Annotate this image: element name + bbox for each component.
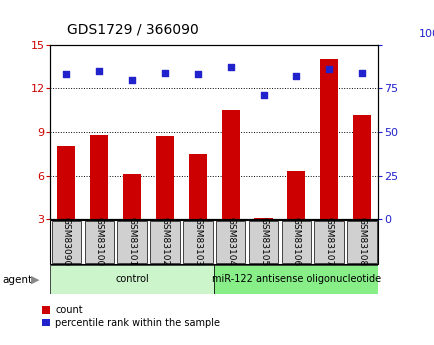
- Text: 100%: 100%: [418, 29, 434, 39]
- Text: GDS1729 / 366090: GDS1729 / 366090: [67, 22, 199, 36]
- Bar: [319, 59, 338, 219]
- Bar: [188, 154, 207, 219]
- FancyBboxPatch shape: [215, 221, 245, 263]
- FancyBboxPatch shape: [314, 221, 343, 263]
- Point: [128, 77, 135, 82]
- FancyBboxPatch shape: [150, 221, 179, 263]
- FancyBboxPatch shape: [50, 265, 214, 294]
- Text: GSM83090: GSM83090: [62, 217, 71, 266]
- Text: control: control: [115, 274, 149, 284]
- Text: agent: agent: [2, 275, 32, 285]
- Text: GSM83108: GSM83108: [357, 217, 366, 266]
- Text: GSM83105: GSM83105: [258, 217, 267, 266]
- Bar: [57, 147, 76, 219]
- FancyBboxPatch shape: [346, 221, 376, 263]
- Point: [325, 67, 332, 72]
- Text: miR-122 antisense oligonucleotide: miR-122 antisense oligonucleotide: [211, 274, 380, 284]
- Point: [63, 72, 70, 77]
- FancyBboxPatch shape: [281, 221, 310, 263]
- Bar: [352, 115, 370, 219]
- FancyBboxPatch shape: [52, 221, 81, 263]
- FancyBboxPatch shape: [183, 221, 212, 263]
- Text: ▶: ▶: [31, 275, 40, 285]
- Point: [194, 72, 201, 77]
- Bar: [123, 174, 141, 219]
- Bar: [221, 110, 239, 219]
- Legend: count, percentile rank within the sample: count, percentile rank within the sample: [39, 303, 222, 329]
- FancyBboxPatch shape: [117, 221, 147, 263]
- Text: GSM83102: GSM83102: [160, 217, 169, 266]
- Point: [292, 73, 299, 79]
- Text: GSM83104: GSM83104: [226, 217, 235, 266]
- Point: [95, 68, 102, 74]
- Bar: [286, 171, 305, 219]
- Text: GSM83106: GSM83106: [291, 217, 300, 266]
- FancyBboxPatch shape: [84, 221, 114, 263]
- Bar: [254, 218, 272, 219]
- Point: [161, 70, 168, 76]
- Text: GSM83101: GSM83101: [127, 217, 136, 266]
- Bar: [90, 135, 108, 219]
- Text: GSM83107: GSM83107: [324, 217, 333, 266]
- Point: [358, 70, 365, 76]
- FancyBboxPatch shape: [214, 265, 378, 294]
- Point: [227, 65, 233, 70]
- Bar: [155, 136, 174, 219]
- Text: GSM83103: GSM83103: [193, 217, 202, 266]
- Text: GSM83100: GSM83100: [95, 217, 104, 266]
- Point: [260, 92, 266, 98]
- FancyBboxPatch shape: [248, 221, 278, 263]
